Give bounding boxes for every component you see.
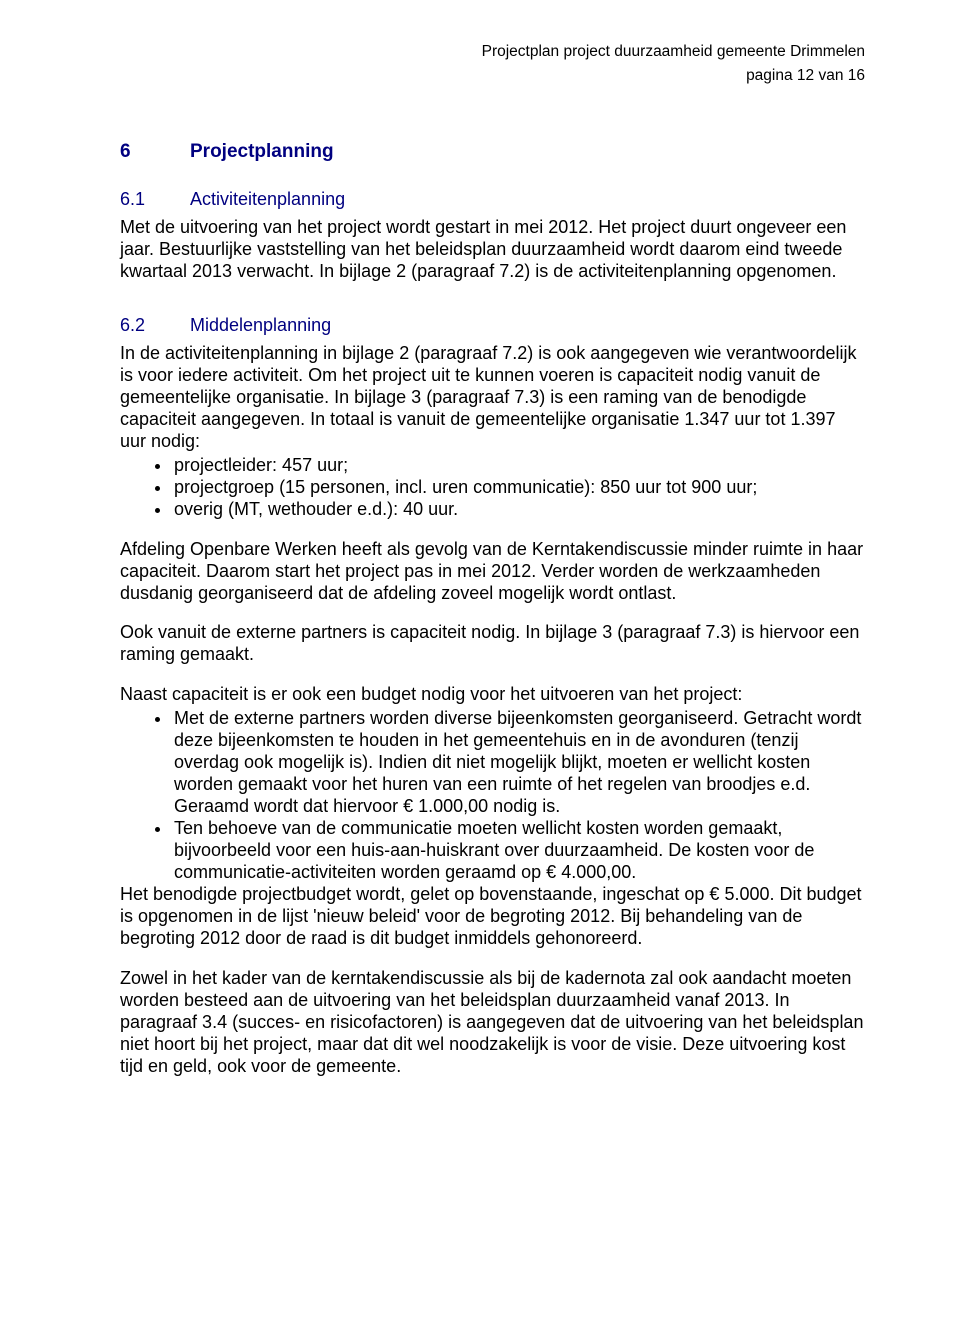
paragraph: Ook vanuit de externe partners is capaci… [120,622,865,666]
page-header: Projectplan project duurzaamheid gemeent… [120,40,865,88]
document-page: Projectplan project duurzaamheid gemeent… [0,0,960,1332]
page-number: pagina 12 van 16 [120,64,865,88]
heading-2-number: 6.1 [120,189,190,211]
paragraph: Het benodigde projectbudget wordt, gelet… [120,884,865,950]
heading-1-title: Projectplanning [190,140,334,163]
heading-2-title: Activiteitenplanning [190,189,345,211]
bullet-list-budget: Met de externe partners worden diverse b… [120,708,865,884]
paragraph: Met de uitvoering van het project wordt … [120,217,865,283]
paragraph: In de activiteitenplanning in bijlage 2 … [120,343,865,453]
doc-title: Projectplan project duurzaamheid gemeent… [120,40,865,64]
heading-2-middelen: 6.2 Middelenplanning [120,315,865,337]
heading-2-title: Middelenplanning [190,315,331,337]
bullet-list-hours: projectleider: 457 uur; projectgroep (15… [120,455,865,521]
list-item: Ten behoeve van de communicatie moeten w… [172,818,865,884]
paragraph: Naast capaciteit is er ook een budget no… [120,684,865,706]
list-item: projectgroep (15 personen, incl. uren co… [172,477,865,499]
paragraph: Afdeling Openbare Werken heeft als gevol… [120,539,865,605]
heading-1-number: 6 [120,140,190,163]
heading-1: 6 Projectplanning [120,140,865,163]
heading-2-number: 6.2 [120,315,190,337]
paragraph: Zowel in het kader van de kerntakendiscu… [120,968,865,1078]
list-item: overig (MT, wethouder e.d.): 40 uur. [172,499,865,521]
heading-2-activiteiten: 6.1 Activiteitenplanning [120,189,865,211]
list-item: Met de externe partners worden diverse b… [172,708,865,818]
list-item: projectleider: 457 uur; [172,455,865,477]
